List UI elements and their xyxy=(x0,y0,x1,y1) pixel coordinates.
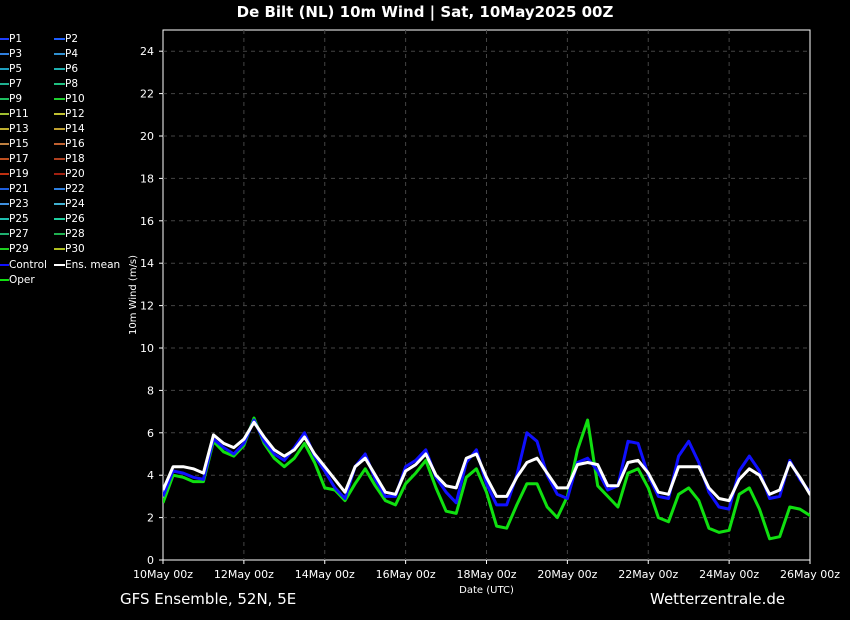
legend-swatch xyxy=(54,143,65,145)
x-axis-label: Date (UTC) xyxy=(459,585,514,596)
y-tick-label: 4 xyxy=(147,469,154,482)
legend-swatch xyxy=(54,173,65,175)
legend-label: P17 xyxy=(9,153,29,165)
legend-label: P10 xyxy=(65,93,85,105)
y-tick-label: 18 xyxy=(140,172,154,185)
legend-label: P30 xyxy=(65,243,85,255)
legend-swatch xyxy=(0,173,9,175)
legend-swatch xyxy=(0,218,9,220)
x-tick-label: 16May 00z xyxy=(376,568,436,581)
legend-swatch xyxy=(0,233,9,235)
x-tick-label: 20May 00z xyxy=(537,568,597,581)
legend-label: P23 xyxy=(9,198,29,210)
x-tick-label: 12May 00z xyxy=(214,568,274,581)
x-tick-label: 18May 00z xyxy=(456,568,516,581)
legend-swatch xyxy=(0,279,9,281)
y-tick-label: 10 xyxy=(140,342,154,355)
series-line-control xyxy=(163,418,810,511)
legend-label: P22 xyxy=(65,183,85,195)
legend-swatch xyxy=(0,98,9,100)
legend-label: P27 xyxy=(9,228,29,240)
legend-label: P15 xyxy=(9,138,29,150)
legend-swatch xyxy=(54,233,65,235)
legend-swatch xyxy=(0,83,9,85)
x-tick-label: 26May 00z xyxy=(780,568,840,581)
legend-label: P14 xyxy=(65,123,85,135)
y-tick-label: 20 xyxy=(140,130,154,143)
legend-label: Ens. mean xyxy=(65,259,121,271)
legend-swatch xyxy=(54,113,65,115)
legend-swatch xyxy=(54,248,65,250)
legend-label: P9 xyxy=(9,93,23,105)
series-group xyxy=(163,416,810,541)
y-tick-label: 2 xyxy=(147,512,154,525)
series-line-oper xyxy=(163,416,810,541)
legend-label: P28 xyxy=(65,228,85,240)
footer-source: GFS Ensemble, 52N, 5E xyxy=(120,590,297,608)
legend-swatch xyxy=(0,113,9,115)
legend-label: P24 xyxy=(65,198,85,210)
series-line-ens-mean xyxy=(163,420,810,503)
legend-label: P29 xyxy=(9,243,29,255)
legend-swatch xyxy=(54,158,65,160)
y-tick-label: 16 xyxy=(140,215,154,228)
legend-swatch xyxy=(54,53,65,55)
legend-swatch xyxy=(54,68,65,70)
legend-swatch xyxy=(0,143,9,145)
legend-swatch xyxy=(0,203,9,205)
legend-swatch xyxy=(54,203,65,205)
y-tick-label: 24 xyxy=(140,45,154,58)
legend-label: Control xyxy=(9,259,47,271)
legend-swatch xyxy=(0,248,9,250)
x-tick-label: 24May 00z xyxy=(699,568,759,581)
legend-label: P2 xyxy=(65,33,79,45)
legend-label: P4 xyxy=(65,48,79,60)
legend-swatch xyxy=(0,128,9,130)
y-tick-label: 12 xyxy=(140,300,154,313)
legend-swatch xyxy=(0,53,9,55)
legend-label: P7 xyxy=(9,78,23,90)
legend-label: P19 xyxy=(9,168,29,180)
legend-swatch xyxy=(0,38,9,40)
y-axis-label: 10m Wind (m/s) xyxy=(128,255,139,335)
legend-label: P13 xyxy=(9,123,29,135)
legend-swatch xyxy=(54,264,65,266)
legend-swatch xyxy=(54,128,65,130)
legend-label: Oper xyxy=(9,274,35,286)
legend-label: P3 xyxy=(9,48,23,60)
chart-title: De Bilt (NL) 10m Wind | Sat, 10May2025 0… xyxy=(236,3,614,21)
legend-label: P11 xyxy=(9,108,29,120)
legend-label: P12 xyxy=(65,108,85,120)
legend-label: P18 xyxy=(65,153,85,165)
legend-label: P8 xyxy=(65,78,79,90)
y-tick-label: 8 xyxy=(147,384,154,397)
x-tick-label: 22May 00z xyxy=(618,568,678,581)
legend-label: P25 xyxy=(9,213,29,225)
legend-label: P6 xyxy=(65,63,79,75)
legend-swatch xyxy=(54,38,65,40)
legend-label: P1 xyxy=(9,33,23,45)
y-tick-label: 14 xyxy=(140,257,154,270)
legend-swatch xyxy=(0,68,9,70)
footer-site: Wetterzentrale.de xyxy=(650,590,786,608)
legend-label: P20 xyxy=(65,168,85,180)
legend-label: P16 xyxy=(65,138,85,150)
x-tick-label: 14May 00z xyxy=(295,568,355,581)
legend-swatch xyxy=(0,264,9,266)
legend-swatch xyxy=(54,188,65,190)
legend-label: P26 xyxy=(65,213,85,225)
y-tick-label: 6 xyxy=(147,427,154,440)
x-tick-label: 10May 00z xyxy=(133,568,193,581)
y-tick-label: 0 xyxy=(147,554,154,567)
legend-swatch xyxy=(54,218,65,220)
legend-label: P5 xyxy=(9,63,23,75)
legend-swatch xyxy=(0,188,9,190)
legend-swatch xyxy=(54,83,65,85)
legend-swatch xyxy=(0,158,9,160)
y-tick-label: 22 xyxy=(140,88,154,101)
legend-swatch xyxy=(54,98,65,100)
legend-label: P21 xyxy=(9,183,29,195)
